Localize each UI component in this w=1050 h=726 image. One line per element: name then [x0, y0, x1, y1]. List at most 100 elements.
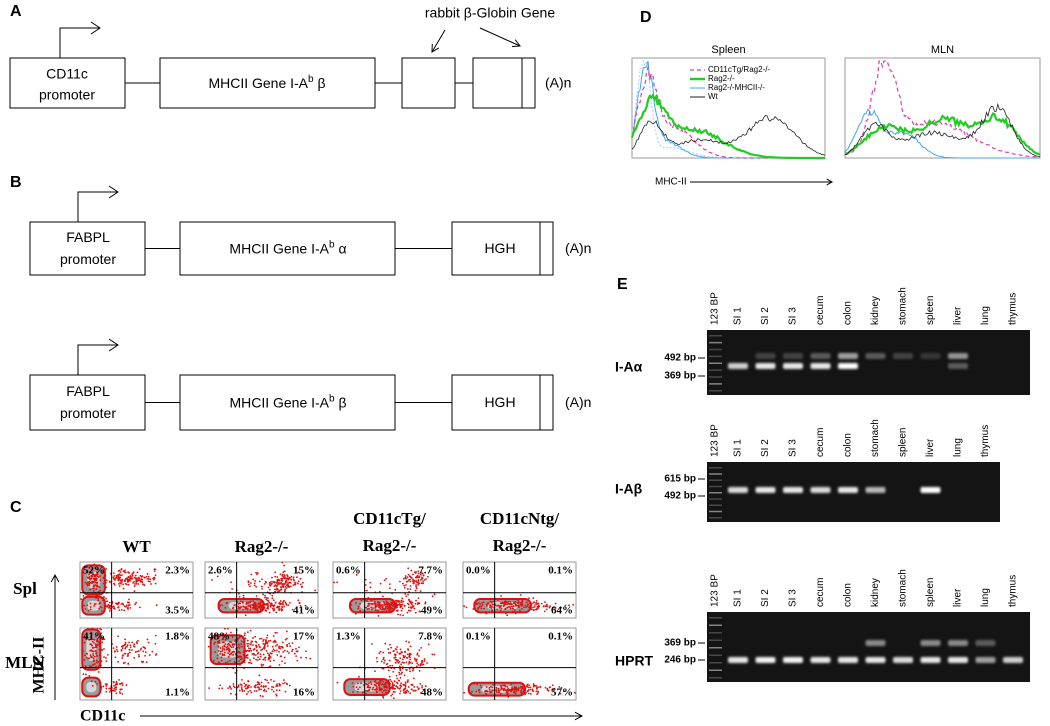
- dot: [260, 649, 262, 652]
- dot: [399, 668, 402, 671]
- dot: [130, 576, 133, 578]
- dot: [103, 648, 105, 650]
- dot: [419, 664, 422, 667]
- dot: [507, 688, 509, 691]
- dot: [97, 640, 100, 643]
- dot: [257, 656, 259, 659]
- dot: [463, 605, 466, 608]
- dot: [128, 641, 131, 644]
- dot: [115, 692, 118, 695]
- dot: [379, 688, 382, 691]
- dot: [282, 586, 285, 589]
- dot: [374, 679, 377, 682]
- dot: [475, 690, 478, 693]
- dot: [92, 638, 95, 641]
- gel: [707, 612, 1030, 682]
- dot: [496, 691, 498, 693]
- dot: [366, 605, 369, 607]
- dot: [412, 689, 415, 692]
- dot: [276, 581, 279, 584]
- dot: [531, 688, 534, 691]
- dot: [248, 601, 251, 604]
- dot: [122, 587, 125, 590]
- dot: [106, 605, 109, 608]
- dot: [146, 573, 149, 575]
- dot: [127, 583, 130, 586]
- gene-box: [179, 374, 396, 431]
- dot: [386, 686, 389, 689]
- dots: [333, 567, 436, 617]
- dot: [84, 581, 87, 584]
- dot: [222, 635, 224, 637]
- dot: [509, 600, 512, 603]
- dot: [88, 577, 91, 580]
- arrow-head: [511, 39, 521, 48]
- dot: [262, 638, 265, 641]
- dot: [137, 639, 139, 642]
- dot: [401, 671, 404, 674]
- dot: [544, 605, 547, 608]
- dot: [291, 650, 293, 653]
- dot: [258, 688, 260, 691]
- dot: [154, 634, 157, 637]
- dot: [270, 580, 272, 583]
- quadrant-percent: 49%: [421, 605, 443, 617]
- dot: [383, 661, 385, 664]
- lane-label: liver: [953, 306, 964, 325]
- gel-band: [865, 353, 886, 359]
- dot: [415, 585, 418, 588]
- marker-label: 492 bp: [664, 353, 696, 364]
- dot: [101, 636, 104, 639]
- dot: [107, 606, 110, 609]
- dot: [121, 657, 124, 660]
- dot: [383, 579, 386, 582]
- dot: [88, 668, 91, 670]
- dot: [93, 580, 96, 583]
- dot: [504, 607, 507, 610]
- dot: [230, 688, 233, 690]
- dot: [535, 685, 538, 687]
- dot: [397, 600, 400, 602]
- dot: [114, 650, 116, 653]
- legend-entry: Rag2-/-MHCII-/-: [708, 83, 765, 92]
- dot: [488, 687, 491, 689]
- dot: [505, 691, 508, 694]
- dot: [386, 601, 389, 604]
- dot: [232, 685, 235, 688]
- dot: [385, 689, 388, 692]
- dot: [379, 603, 381, 605]
- dot: [102, 576, 105, 579]
- dot: [418, 602, 421, 605]
- dot: [83, 641, 86, 644]
- dot: [100, 610, 103, 612]
- dot: [92, 587, 94, 590]
- dot: [88, 675, 91, 677]
- dot: [121, 682, 124, 685]
- dot: [120, 609, 123, 611]
- dot: [426, 662, 428, 664]
- legend-entry: CD11cTg/Rag2-/-: [708, 65, 770, 74]
- dot: [229, 659, 231, 662]
- ladder-band: [709, 504, 722, 506]
- dot: [408, 668, 411, 670]
- dot: [266, 641, 269, 644]
- dot: [418, 649, 421, 651]
- dot: [240, 645, 243, 648]
- dot: [242, 637, 244, 640]
- dots: [80, 563, 158, 612]
- dot: [483, 607, 485, 610]
- dot: [376, 660, 379, 663]
- dot: [272, 680, 275, 683]
- dot: [249, 689, 252, 692]
- dot: [95, 652, 97, 655]
- dot: [240, 640, 243, 643]
- dot: [537, 690, 539, 693]
- dot: [403, 656, 406, 659]
- dot: [412, 605, 415, 607]
- dot: [280, 581, 282, 584]
- dot: [369, 681, 372, 683]
- dot: [398, 673, 401, 676]
- dot: [411, 606, 414, 609]
- dot: [359, 609, 362, 612]
- dot: [92, 650, 95, 653]
